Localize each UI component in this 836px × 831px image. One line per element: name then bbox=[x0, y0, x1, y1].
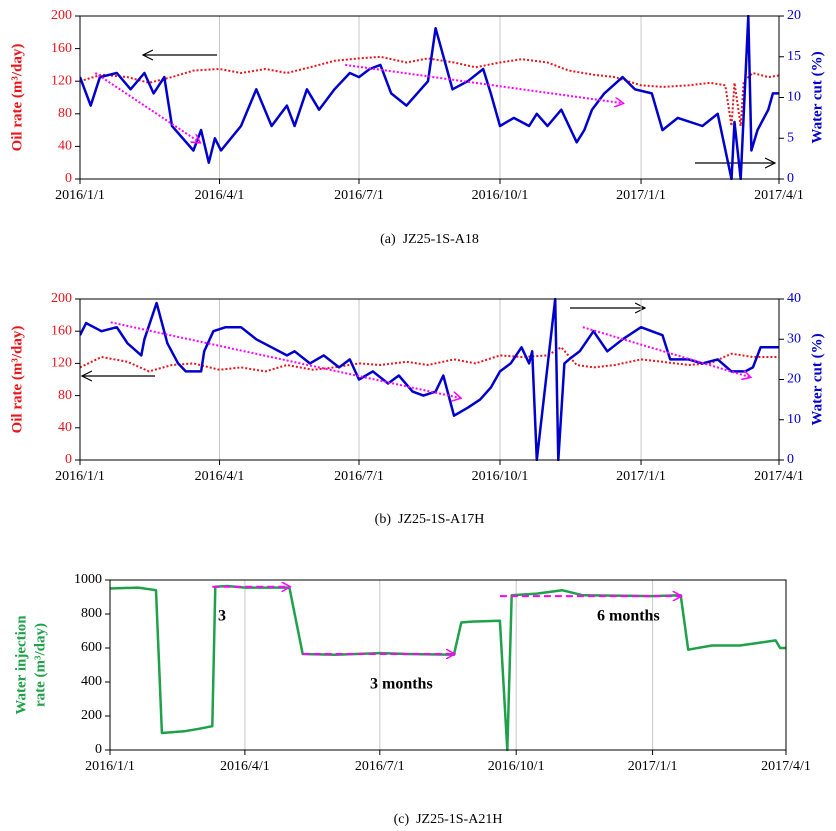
y2-tick-label: 5 bbox=[787, 130, 794, 145]
y-tick-label: 800 bbox=[81, 606, 102, 621]
y2-tick-label: 20 bbox=[787, 8, 801, 23]
x-tick-label: 2016/1/1 bbox=[85, 759, 135, 774]
y2-tick-label: 0 bbox=[787, 171, 794, 186]
y-tick-label: 80 bbox=[58, 388, 72, 403]
plot-frame bbox=[79, 15, 780, 180]
x-tick-label: 2016/1/1 bbox=[55, 469, 105, 484]
y-tick-label: 40 bbox=[58, 420, 72, 435]
x-tick-label: 2017/1/1 bbox=[616, 469, 666, 484]
y2-axis-label: Water cut (%) bbox=[809, 333, 825, 425]
annotation: 3 bbox=[218, 608, 226, 625]
x-tick-label: 2016/4/1 bbox=[195, 469, 245, 484]
y-tick-label: 160 bbox=[51, 41, 72, 56]
x-tick-label: 2016/1/1 bbox=[55, 188, 105, 203]
x-tick-label: 2017/4/1 bbox=[754, 469, 804, 484]
x-tick-label: 2017/4/1 bbox=[754, 188, 804, 203]
y-axis-label: Water injection bbox=[13, 615, 29, 715]
y2-tick-label: 15 bbox=[787, 49, 801, 64]
annotation: 3 months bbox=[370, 676, 433, 693]
y2-tick-label: 10 bbox=[787, 90, 801, 105]
y-tick-label: 200 bbox=[51, 291, 72, 306]
plot-frame bbox=[79, 298, 780, 461]
y-tick-label: 0 bbox=[65, 171, 72, 186]
x-tick-label: 2017/4/1 bbox=[761, 759, 811, 774]
y-axis-label: Oil rate (m³/day) bbox=[9, 44, 25, 152]
y2-tick-label: 30 bbox=[787, 331, 801, 346]
x-tick-label: 2016/7/1 bbox=[334, 469, 384, 484]
y-tick-label: 0 bbox=[95, 742, 102, 757]
trend-line bbox=[94, 72, 199, 142]
x-tick-label: 2016/10/1 bbox=[472, 188, 529, 203]
caption: (a) JZ25-1S-A18 bbox=[380, 232, 479, 247]
annotation: 6 months bbox=[597, 608, 660, 625]
y-axis-label: Oil rate (m³/day) bbox=[9, 326, 25, 434]
y-tick-label: 200 bbox=[51, 8, 72, 23]
plot-frame bbox=[109, 579, 787, 751]
series-line bbox=[80, 346, 779, 373]
x-tick-label: 2016/4/1 bbox=[195, 188, 245, 203]
y-tick-label: 600 bbox=[81, 640, 102, 655]
y2-tick-label: 0 bbox=[787, 452, 794, 467]
y-tick-label: 200 bbox=[81, 708, 102, 723]
x-tick-label: 2017/1/1 bbox=[628, 759, 678, 774]
x-tick-label: 2017/1/1 bbox=[616, 188, 666, 203]
y-tick-label: 40 bbox=[58, 139, 72, 154]
trend-line bbox=[582, 326, 750, 377]
y-tick-label: 160 bbox=[51, 323, 72, 338]
trend-line bbox=[345, 63, 622, 103]
series-line bbox=[80, 15, 779, 180]
series-line bbox=[80, 55, 779, 127]
y-tick-label: 80 bbox=[58, 106, 72, 121]
y-tick-label: 0 bbox=[65, 452, 72, 467]
x-tick-label: 2016/4/1 bbox=[220, 759, 270, 774]
x-tick-label: 2016/10/1 bbox=[488, 759, 545, 774]
y2-tick-label: 10 bbox=[787, 412, 801, 427]
caption: (c) JZ25-1S-A21H bbox=[394, 812, 503, 827]
x-tick-label: 2016/10/1 bbox=[472, 469, 529, 484]
y-tick-label: 1000 bbox=[74, 572, 102, 587]
y-axis-label: rate (m³/day) bbox=[32, 623, 48, 707]
x-tick-label: 2016/7/1 bbox=[355, 759, 405, 774]
x-tick-label: 2016/7/1 bbox=[334, 188, 384, 203]
y-tick-label: 120 bbox=[51, 73, 72, 88]
y2-tick-label: 20 bbox=[787, 372, 801, 387]
series-line bbox=[110, 584, 786, 751]
caption: (b) JZ25-1S-A17H bbox=[375, 512, 485, 527]
y-tick-label: 120 bbox=[51, 356, 72, 371]
series-line bbox=[80, 298, 779, 461]
y2-tick-label: 40 bbox=[787, 291, 801, 306]
y2-axis-label: Water cut (%) bbox=[809, 51, 825, 143]
y-tick-label: 400 bbox=[81, 674, 102, 689]
